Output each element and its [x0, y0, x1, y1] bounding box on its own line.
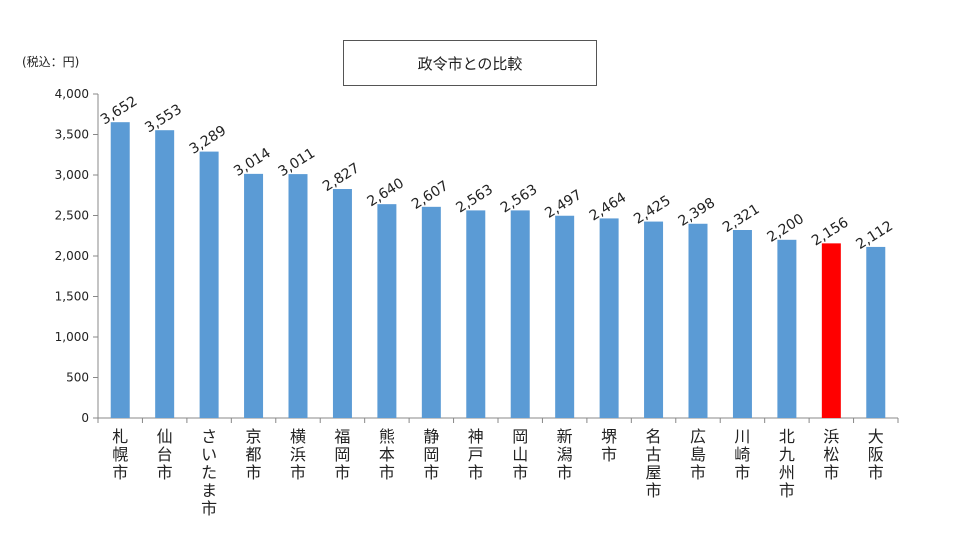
category-label: 浜松市 — [823, 427, 839, 482]
category-label: 川崎市 — [734, 427, 750, 482]
bar — [599, 218, 619, 418]
bar — [866, 246, 886, 418]
bar — [421, 206, 441, 418]
category-label: 静岡市 — [423, 427, 439, 482]
bar — [688, 223, 708, 418]
category-label: 北九州市 — [779, 427, 795, 500]
bar — [377, 204, 397, 418]
y-tick-label: 2,000 — [55, 249, 89, 263]
y-tick-label: 1,000 — [55, 330, 89, 344]
bar — [288, 174, 308, 418]
y-tick-label: 0 — [81, 411, 89, 425]
category-label: 大阪市 — [868, 427, 884, 482]
y-tick-label: 500 — [66, 371, 89, 385]
bar — [332, 189, 352, 418]
category-label: さいたま市 — [201, 427, 217, 518]
chart-title: 政令市との比較 — [343, 40, 597, 86]
bar — [199, 151, 219, 418]
y-tick-label: 3,000 — [55, 168, 89, 182]
bar — [155, 130, 175, 418]
bar — [244, 173, 264, 418]
bar — [110, 122, 130, 419]
category-label: 岡山市 — [512, 427, 528, 482]
category-label: 神戸市 — [468, 427, 484, 482]
category-label: 京都市 — [246, 427, 262, 482]
category-label: 熊本市 — [379, 427, 395, 482]
y-tick-label: 2,500 — [55, 209, 89, 223]
bar — [466, 210, 486, 418]
bar — [510, 210, 530, 418]
category-label: 仙台市 — [157, 427, 173, 482]
bar — [732, 229, 752, 418]
category-label: 福岡市 — [334, 427, 350, 482]
bar — [644, 221, 664, 418]
category-label: 広島市 — [690, 427, 706, 482]
y-axis-unit-label: (税込：円) — [22, 55, 80, 69]
category-label: 堺市 — [601, 427, 617, 464]
category-label: 新潟市 — [557, 427, 573, 482]
y-tick-label: 1,500 — [55, 290, 89, 304]
category-label: 名古屋市 — [646, 427, 662, 500]
y-tick-label: 4,000 — [55, 87, 89, 101]
bar — [555, 215, 575, 418]
category-label: 札幌市 — [112, 427, 128, 482]
y-tick-label: 3,500 — [55, 128, 89, 142]
bar — [777, 239, 797, 418]
category-label: 横浜市 — [290, 427, 306, 482]
bar — [821, 243, 841, 418]
